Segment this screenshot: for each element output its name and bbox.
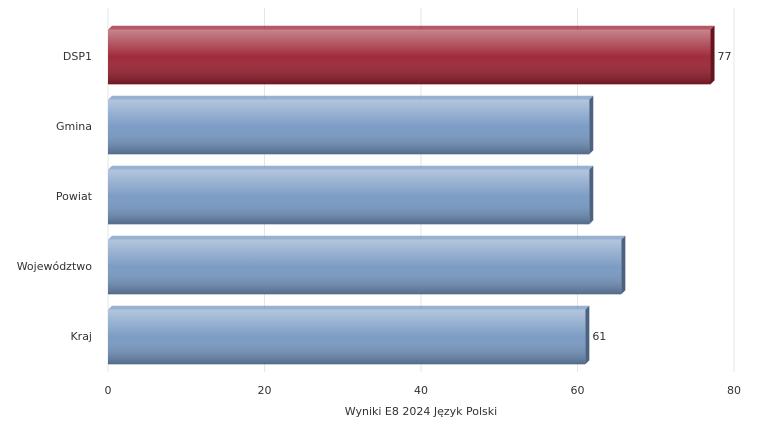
bar-top-face [108, 25, 715, 30]
bar-side-face [589, 165, 594, 225]
bar-side-face [589, 95, 594, 155]
x-tick-label: 0 [105, 384, 112, 397]
bar-shading [108, 309, 586, 365]
bar-shading [108, 239, 622, 295]
y-tick-label: Powiat [56, 190, 93, 203]
y-tick-label: Kraj [70, 330, 92, 343]
value-label: 77 [718, 50, 732, 63]
bar-shading [108, 169, 590, 225]
x-axis-title: Wyniki E8 2024 Język Polski [345, 405, 497, 418]
bar-side-shadow [585, 305, 590, 365]
bar-side-shadow [589, 95, 594, 155]
bar-top-face [108, 165, 594, 170]
bar-top-face [108, 95, 594, 100]
bar-side-face [621, 235, 626, 295]
x-tick-label: 40 [414, 384, 428, 397]
x-tick-label: 80 [727, 384, 741, 397]
y-tick-label: Województwo [17, 260, 93, 273]
x-tick-label: 60 [571, 384, 585, 397]
bar-shading [108, 99, 590, 155]
bar-top-face [108, 305, 590, 310]
bar-side-shadow [621, 235, 626, 295]
y-tick-label: DSP1 [63, 50, 92, 63]
bar-side-face [585, 305, 590, 365]
y-tick-label: Gmina [56, 120, 92, 133]
value-label: 61 [592, 330, 606, 343]
bar-shading [108, 29, 711, 85]
bar-side-shadow [589, 165, 594, 225]
x-tick-label: 20 [258, 384, 272, 397]
bar-side-face [710, 25, 715, 85]
bar-side-shadow [710, 25, 715, 85]
bar-top-face [108, 235, 626, 240]
